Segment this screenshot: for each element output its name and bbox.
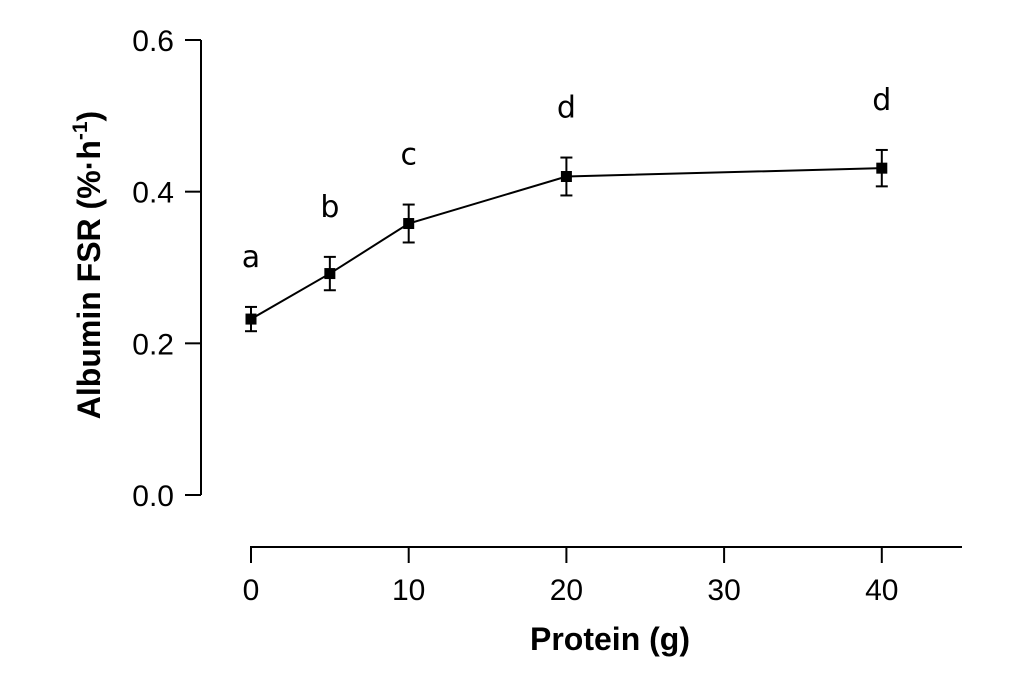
data-point-group: d [872,83,891,188]
data-point-group: b [320,190,339,292]
significance-label: c [400,138,417,173]
data-point-group: a [242,240,260,333]
x-ticks: 0 10 20 30 40 [243,547,898,607]
y-ticks: 0.0 0.2 0.4 0.6 [132,25,201,513]
x-tick-label: 20 [550,574,583,607]
y-axis-title-main: Albumin FSR (%·h [71,140,107,419]
data-point [403,218,415,230]
data-point [324,268,336,280]
data-point-group: d [557,91,576,197]
plot-area: a b c d d [242,83,891,333]
x-tick-label: 30 [707,574,740,607]
y-tick-label: 0.6 [132,25,174,58]
axes: 0.0 0.2 0.4 0.6 0 10 20 30 40 [132,25,962,607]
data-point-group: c [400,138,417,244]
y-tick-label: 0.0 [132,480,174,513]
significance-label: a [242,240,260,275]
x-axis-title: Protein (g) [530,621,690,657]
significance-label: d [872,83,891,118]
significance-label: d [557,91,576,126]
data-point [245,313,257,325]
significance-label: b [320,190,339,225]
x-tick-label: 40 [865,574,898,607]
y-axis-title: Albumin FSR (%·h-1) [69,111,107,419]
x-tick-label: 0 [243,574,260,607]
y-axis-title-superscript: -1 [69,121,92,140]
x-tick-label: 10 [392,574,425,607]
y-tick-label: 0.2 [132,328,174,361]
data-point [876,162,888,174]
y-axis-title-close: ) [71,111,107,122]
data-point [560,171,572,183]
y-tick-label: 0.4 [132,177,174,210]
